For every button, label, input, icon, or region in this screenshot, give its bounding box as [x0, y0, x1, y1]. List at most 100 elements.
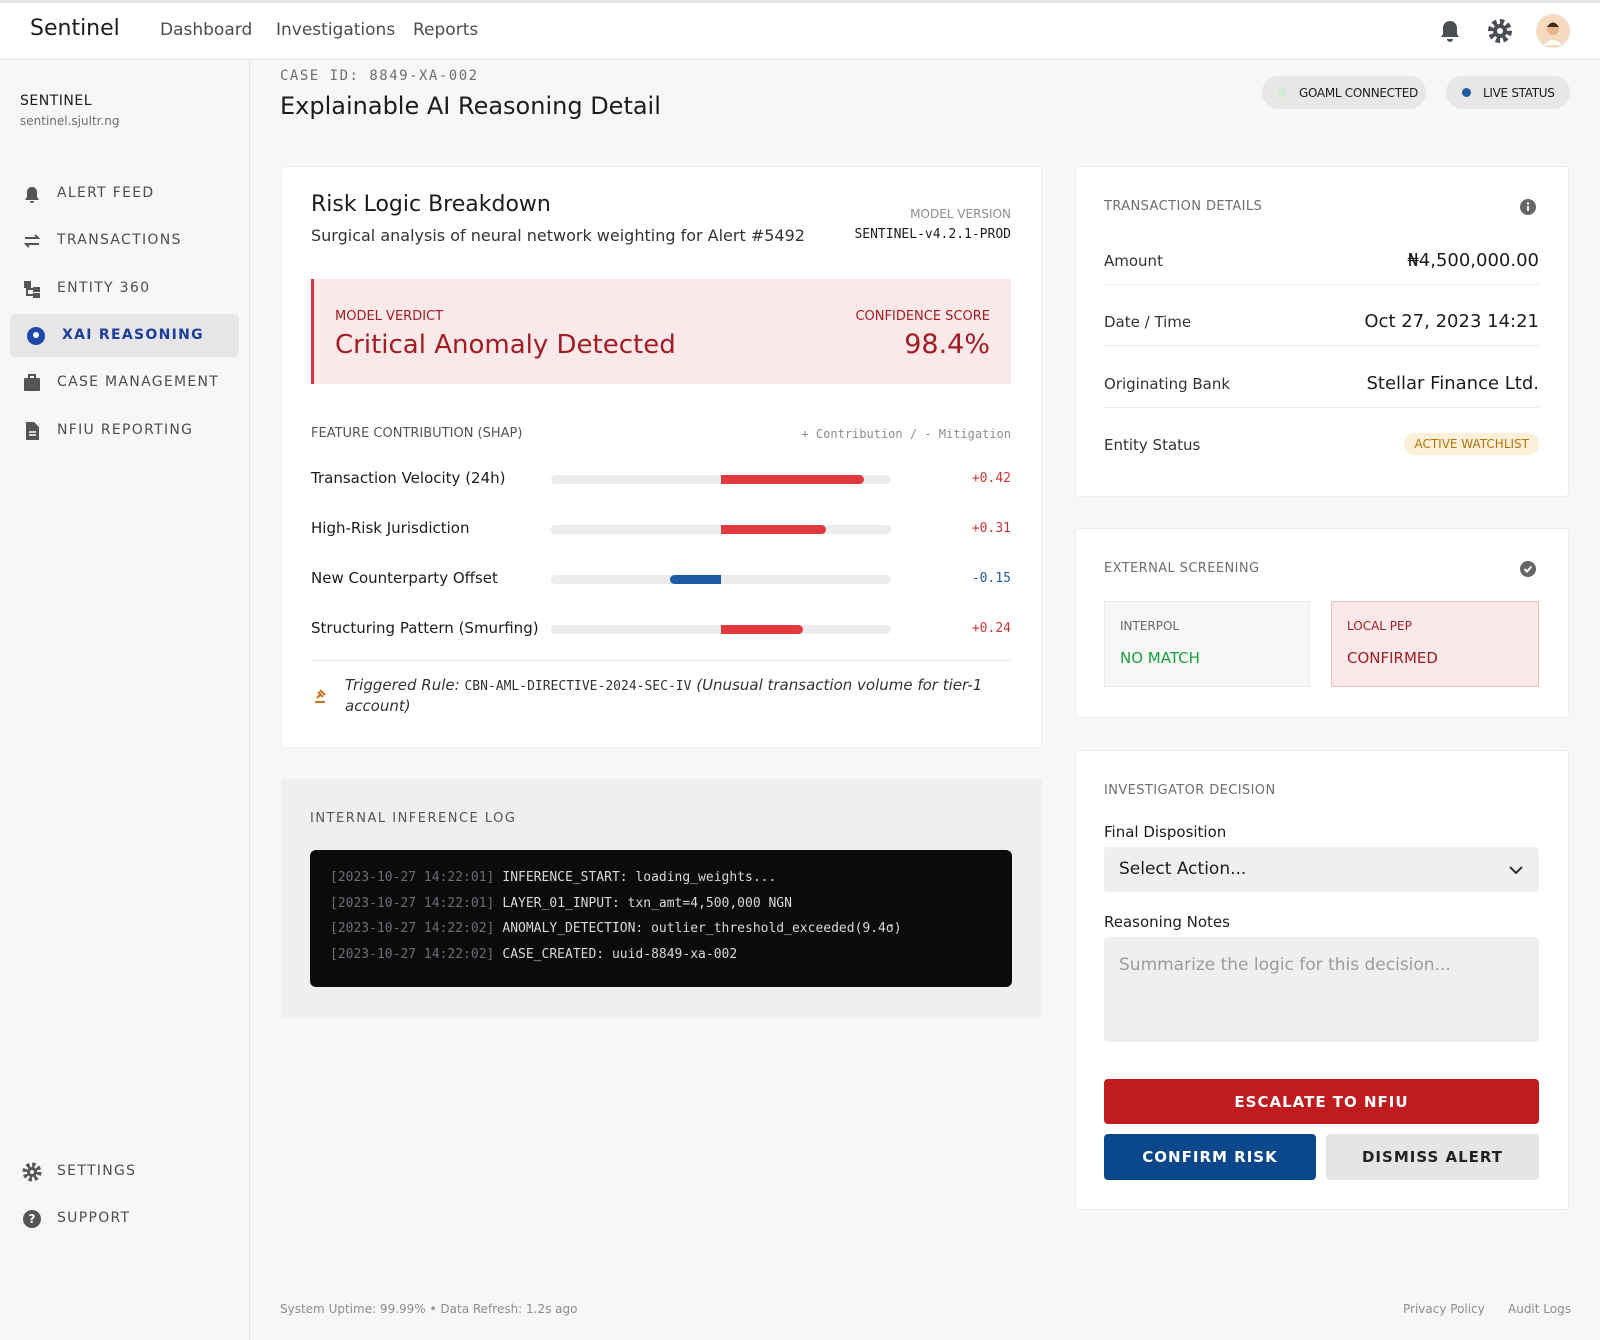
- confidence: 98.4%: [904, 329, 990, 360]
- side-link[interactable]: SETTINGS: [57, 1163, 137, 1179]
- log-line: [2023-10-27 14:22:01] LAYER_01_INPUT: txn…: [330, 896, 792, 911]
- gavel-icon: [315, 689, 326, 703]
- log-text: ANOMALY_DETECTION: outlier_threshold_exc…: [502, 921, 902, 936]
- card-title: TRANSACTION DETAILS: [1104, 199, 1263, 214]
- model-version: SENTINEL-v4.2.1-PROD: [854, 227, 1011, 242]
- badge: LIVE STATUS: [1446, 76, 1570, 109]
- shap-title: FEATURE CONTRIBUTION (SHAP): [311, 426, 523, 441]
- contribution-bar: [721, 525, 827, 534]
- log-line: [2023-10-27 14:22:01] INFERENCE_START: lo…: [330, 870, 776, 885]
- verified-icon: [1520, 561, 1536, 577]
- side-link[interactable]: SUPPORT: [57, 1210, 131, 1226]
- dismiss-button[interactable]: DISMISS ALERT: [1326, 1134, 1539, 1180]
- case-id: CASE ID: 8849-XA-002: [280, 68, 479, 84]
- card-title: Risk Logic Breakdown: [311, 192, 551, 217]
- side-link-active[interactable]: XAI REASONING: [62, 327, 204, 343]
- footer-link[interactable]: Audit Logs: [1508, 1302, 1571, 1316]
- xai-icon: [27, 327, 45, 345]
- contribution-value: +0.31: [971, 521, 1011, 536]
- row-value: Oct 27, 2023 14:21: [1364, 311, 1539, 332]
- nav-link[interactable]: Dashboard: [160, 20, 253, 40]
- side-link[interactable]: ENTITY 360: [57, 280, 151, 296]
- rule-note: (Unusual transaction volume for tier-1: [696, 676, 983, 694]
- avatar[interactable]: [1535, 13, 1571, 49]
- settings-icon[interactable]: [1486, 17, 1514, 45]
- brand[interactable]: Sentinel: [30, 16, 120, 41]
- log-title: INTERNAL INFERENCE LOG: [310, 811, 517, 826]
- side-link[interactable]: CASE MANAGEMENT: [57, 374, 220, 390]
- check-box: [1104, 601, 1310, 687]
- status-dot: [1278, 88, 1287, 97]
- watchlist-pill: ACTIVE WATCHLIST: [1404, 433, 1539, 455]
- transfer-icon: [23, 234, 41, 248]
- risk-card: [281, 166, 1042, 748]
- contribution-bar: [721, 475, 864, 484]
- log-text: CASE_CREATED: uuid-8849-xa-002: [502, 946, 738, 962]
- rule-prefix: Triggered Rule:: [345, 676, 460, 694]
- verdict-label: MODEL VERDICT: [335, 309, 444, 324]
- textarea[interactable]: [1104, 937, 1539, 1042]
- side-link[interactable]: NFIU REPORTING: [57, 422, 194, 438]
- feature-name: Structuring Pattern (Smurfing): [311, 619, 539, 637]
- select[interactable]: [1104, 847, 1539, 892]
- confirm-button[interactable]: CONFIRM RISK: [1104, 1134, 1316, 1180]
- nav-link[interactable]: Reports: [413, 20, 479, 40]
- contribution-bar: [670, 575, 721, 584]
- row-label: Amount: [1104, 252, 1163, 270]
- log-text: LAYER_01_INPUT: txn_amt=4,500,000 NGN: [502, 895, 792, 911]
- log-line: [2023-10-27 14:22:02] CASE_CREATED: uuid-…: [330, 947, 737, 962]
- row-value: ₦4,500,000.00: [1407, 250, 1539, 271]
- feature-name: High-Risk Jurisdiction: [311, 519, 470, 537]
- contribution-value: +0.42: [971, 471, 1011, 486]
- field-label: Final Disposition: [1104, 823, 1227, 841]
- feature-name: New Counterparty Offset: [311, 569, 498, 587]
- row-value: Stellar Finance Ltd.: [1366, 373, 1539, 394]
- card-title: INVESTIGATOR DECISION: [1104, 783, 1276, 798]
- log-time: [2023-10-27 14:22:01]: [330, 870, 495, 885]
- active-nav-bg: [10, 314, 239, 357]
- footer-status: System Uptime: 99.99% • Data Refresh: 1.…: [280, 1302, 578, 1316]
- model-version-label: MODEL VERSION: [910, 207, 1011, 221]
- escalate-button[interactable]: ESCALATE TO NFIU: [1104, 1079, 1539, 1124]
- divider: [311, 660, 1011, 661]
- chevron: [1509, 866, 1523, 875]
- terminal: [310, 850, 1012, 987]
- select-placeholder: Select Action...: [1119, 859, 1247, 879]
- confidence-label: CONFIDENCE SCORE: [855, 309, 990, 324]
- rule-note-cont: account): [345, 697, 411, 715]
- divider: [1104, 345, 1539, 346]
- row-label: Date / Time: [1104, 313, 1192, 331]
- card-title: EXTERNAL SCREENING: [1104, 561, 1260, 576]
- footer-link[interactable]: Privacy Policy: [1403, 1302, 1485, 1316]
- log-time: [2023-10-27 14:22:01]: [330, 895, 495, 911]
- bar-track: [551, 575, 891, 584]
- side-link[interactable]: ALERT FEED: [57, 185, 155, 201]
- side-link[interactable]: TRANSACTIONS: [57, 232, 182, 248]
- check-result: CONFIRMED: [1347, 649, 1438, 667]
- check-source: LOCAL PEP: [1347, 619, 1412, 633]
- settings-icon: [22, 1162, 42, 1182]
- contribution-bar: [721, 625, 803, 634]
- badge-label: GOAML CONNECTED: [1299, 85, 1418, 100]
- svg-text:?: ?: [29, 1212, 36, 1226]
- sidebar: [0, 60, 250, 1340]
- triggered-rule: Triggered Rule: CBN-AML-DIRECTIVE-2024-S…: [345, 676, 982, 694]
- shap-legend: + Contribution / - Mitigation: [801, 427, 1011, 441]
- info-icon[interactable]: [1520, 199, 1536, 215]
- card-subtitle: Surgical analysis of neural network weig…: [311, 226, 805, 245]
- nav-link[interactable]: Investigations: [276, 20, 396, 40]
- log-time: [2023-10-27 14:22:02]: [330, 921, 495, 936]
- badge: GOAML CONNECTED: [1262, 76, 1426, 109]
- entity-icon: [24, 281, 40, 298]
- log-text: INFERENCE_START: loading_weights...: [502, 870, 777, 885]
- check-source: INTERPOL: [1120, 619, 1180, 633]
- org-name: SENTINEL: [20, 93, 93, 109]
- bell-icon[interactable]: [1437, 18, 1463, 44]
- contribution-value: -0.15: [971, 571, 1011, 586]
- check-box: [1331, 601, 1539, 687]
- row-label: Originating Bank: [1104, 375, 1231, 393]
- page-title: Explainable AI Reasoning Detail: [280, 92, 661, 120]
- top-bar: [0, 0, 1600, 60]
